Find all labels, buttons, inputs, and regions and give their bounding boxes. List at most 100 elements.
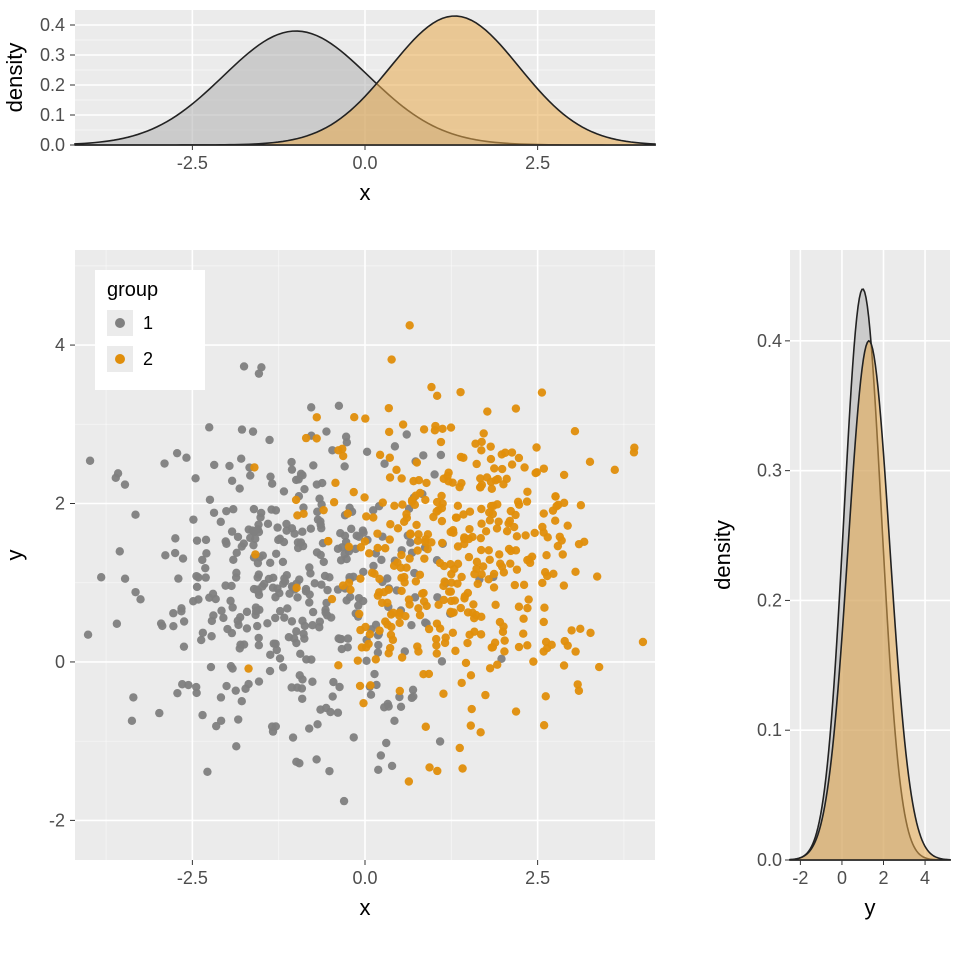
scatter-point [260, 580, 268, 588]
scatter-point [340, 462, 348, 470]
scatter-point [436, 559, 444, 567]
scatter-point [425, 625, 433, 633]
marginal-scatter-figure: -2.50.02.5-2024xygroup12-2.50.02.50.00.1… [0, 0, 960, 960]
scatter-point [287, 683, 295, 691]
scatter-point [374, 766, 382, 774]
x-tick-label: 4 [920, 868, 930, 888]
scatter-point [432, 635, 440, 643]
scatter-point [523, 497, 531, 505]
scatter-point [487, 455, 495, 463]
scatter-point [338, 445, 346, 453]
scatter-point [418, 589, 426, 597]
scatter-point [202, 549, 210, 557]
scatter-point [399, 420, 407, 428]
scatter-point [559, 550, 567, 558]
scatter-point [97, 573, 105, 581]
scatter-point [243, 608, 251, 616]
scatter-point [273, 584, 281, 592]
scatter-point [490, 570, 498, 578]
scatter-point [178, 680, 186, 688]
scatter-point [422, 602, 430, 610]
scatter-point [131, 510, 139, 518]
scatter-point [515, 603, 523, 611]
scatter-point [495, 550, 503, 558]
scatter-point [413, 458, 421, 466]
scatter-ylabel: y [2, 550, 27, 561]
scatter-point [255, 677, 263, 685]
scatter-point [532, 443, 540, 451]
scatter-point [474, 580, 482, 588]
scatter-point [292, 758, 300, 766]
scatter-point [433, 649, 441, 657]
scatter-point [263, 619, 271, 627]
scatter-point [309, 608, 317, 616]
scatter-point [211, 595, 219, 603]
scatter-point [431, 426, 439, 434]
scatter-point [228, 629, 236, 637]
scatter-point [266, 667, 274, 675]
scatter-point [519, 615, 527, 623]
scatter-point [276, 607, 284, 615]
scatter-point [288, 617, 296, 625]
scatter-point [255, 591, 263, 599]
scatter-point [567, 626, 575, 634]
scatter-point [540, 604, 548, 612]
scatter-point [217, 518, 225, 526]
scatter-point [512, 404, 520, 412]
scatter-point [511, 581, 519, 589]
scatter-point [551, 492, 559, 500]
scatter-point [483, 407, 491, 415]
scatter-point [449, 608, 457, 616]
scatter-point [380, 703, 388, 711]
scatter-point [201, 564, 209, 572]
scatter-point [405, 777, 413, 785]
scatter-point [385, 404, 393, 412]
scatter-point [169, 622, 177, 630]
scatter-point [282, 520, 290, 528]
scatter-point [520, 463, 528, 471]
scatter-point [415, 476, 423, 484]
scatter-point [552, 502, 560, 510]
scatter-point [228, 603, 236, 611]
scatter-point [542, 692, 550, 700]
scatter-point [490, 464, 498, 472]
scatter-point [389, 636, 397, 644]
scatter-point [414, 537, 422, 545]
scatter-point [407, 621, 415, 629]
scatter-point [292, 496, 300, 504]
scatter-point [272, 550, 280, 558]
scatter-point [249, 541, 257, 549]
scatter-point [212, 722, 220, 730]
scatter-point [319, 506, 327, 514]
scatter-point [385, 428, 393, 436]
scatter-point [301, 622, 309, 630]
scatter-point [465, 553, 473, 561]
scatter-point [542, 551, 550, 559]
scatter-point [369, 513, 377, 521]
scatter-point [499, 628, 507, 636]
scatter-point [531, 529, 539, 537]
scatter-point [113, 620, 121, 628]
scatter-point [416, 611, 424, 619]
scatter-point [482, 527, 490, 535]
scatter-point [193, 583, 201, 591]
scatter-point [419, 451, 427, 459]
scatter-point [316, 617, 324, 625]
scatter-point [296, 671, 304, 679]
scatter-point [439, 690, 447, 698]
scatter-point [306, 569, 314, 577]
scatter-point [468, 705, 476, 713]
scatter-point [271, 593, 279, 601]
scatter-point [441, 639, 449, 647]
scatter-point [160, 459, 168, 467]
scatter-point [366, 681, 374, 689]
scatter-point [325, 573, 333, 581]
scatter-point [298, 684, 306, 692]
legend-item-label: 2 [143, 349, 153, 369]
scatter-point [433, 392, 441, 400]
scatter-point [225, 462, 233, 470]
scatter-point [205, 423, 213, 431]
scatter-point [169, 609, 177, 617]
scatter-point [571, 427, 579, 435]
scatter-point [298, 528, 306, 536]
